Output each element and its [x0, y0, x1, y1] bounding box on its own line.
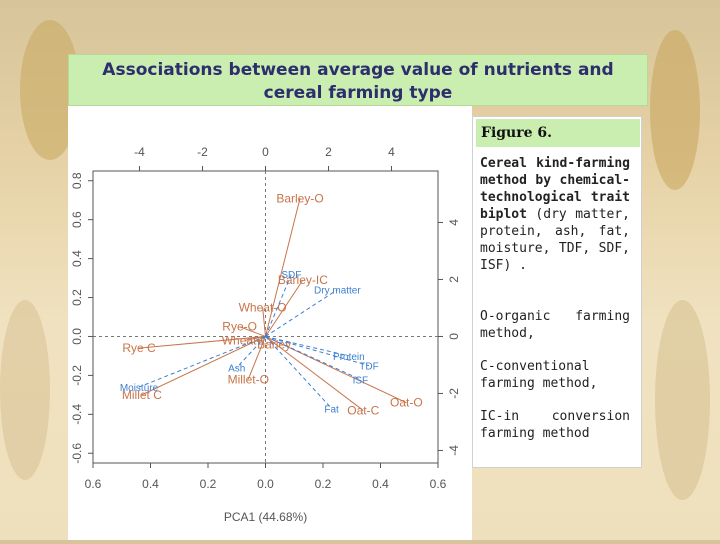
- variable-label: TDF: [359, 362, 378, 373]
- sample-label: Rye C: [122, 341, 156, 355]
- sample-vector: [245, 335, 266, 341]
- sample-label: Oat-C: [347, 403, 379, 417]
- note-conventional: C-conventional farming method,: [480, 359, 598, 391]
- y-left-tick-label: 0.8: [70, 172, 84, 189]
- variable-label: Moisture: [120, 383, 159, 394]
- y-left-tick-label: -0.2: [70, 365, 84, 386]
- sample-vector: [138, 335, 266, 349]
- title-line-2: cereal farming type: [263, 83, 453, 103]
- variable-vector: [265, 336, 361, 380]
- variable-vector: [265, 273, 292, 337]
- y-left-tick-label: 0.2: [70, 289, 84, 306]
- y-left-tick-label: -0.6: [70, 443, 84, 464]
- sample-vector: [239, 326, 266, 337]
- variable-label: Fat: [324, 404, 339, 415]
- y-left-tick-label: 0.4: [70, 250, 84, 267]
- y-right-tick-label: -2: [447, 388, 461, 399]
- x-top-tick-label: 4: [388, 145, 395, 159]
- x-bottom-tick-label: 0.0: [257, 477, 274, 491]
- sample-label: Millet C: [122, 388, 162, 402]
- x-bottom-tick-label: 0.2: [200, 477, 217, 491]
- x-bottom-tick-label: 0.6: [430, 477, 447, 491]
- caption-body: Cereal kind-farming method by chemical-t…: [480, 155, 630, 274]
- wheat-decoration: [655, 300, 710, 500]
- plot-panel: 0.6 0.4 0.2 0.0 0.2 0.4 0.6 0.8 0.6 0.4 0.2 0.0 -0.2…: [32, 106, 472, 540]
- variable-vector: [236, 336, 266, 368]
- variable-label: Protein: [333, 352, 365, 363]
- variable-vector: [265, 336, 332, 409]
- variable-vector: [265, 335, 370, 367]
- x-bottom-tick-label: 0.4: [372, 477, 389, 491]
- slide-title: Associations between average value of nu…: [68, 54, 648, 106]
- sample-label: Wheat-O: [239, 300, 287, 314]
- y-left-tick-label: 0.0: [70, 328, 84, 345]
- wheat-decoration: [650, 30, 700, 190]
- sample-vector: [265, 198, 301, 337]
- biplot-chart: 0.6 0.4 0.2 0.0 0.2 0.4 0.6 0.8 0.6 0.4 0.2 0.0 -0.2…: [32, 145, 461, 524]
- x-bottom-tick-label: 0.6: [85, 477, 102, 491]
- note-organic: O-organic farming method,: [480, 309, 630, 341]
- sample-vector: [247, 336, 266, 380]
- sample-vector: [265, 279, 304, 337]
- y-left-tick-label: -0.4: [70, 404, 84, 425]
- wheat-decoration: [0, 300, 50, 480]
- sample-label: Oat-O: [390, 396, 423, 410]
- x-top-tick-label: 0: [262, 145, 269, 159]
- figure-label: Figure 6.: [476, 119, 640, 147]
- y-right-tick-label: 4: [447, 219, 461, 226]
- x-bottom-tick-label: 0.2: [315, 477, 332, 491]
- x-axis-title: PCA1 (44.68%): [224, 510, 307, 524]
- variable-label: Dry matter: [314, 286, 361, 297]
- caption-lead: Cereal kind-farming method by chemical-t…: [480, 156, 630, 222]
- x-top-tick-label: -2: [197, 145, 208, 159]
- title-line-1: Associations between average value of nu…: [102, 60, 614, 80]
- sample-vector: [265, 336, 364, 411]
- variable-vector: [265, 289, 338, 337]
- y-right-tick-label: 0: [447, 333, 461, 340]
- note-in-conversion: IC-in conversion farming method: [480, 409, 630, 441]
- y-left-tick-label: 0.6: [70, 211, 84, 228]
- variable-vector: [265, 335, 349, 357]
- caption-rest: (dry matter, protein, ash, fat, moisture…: [480, 207, 630, 273]
- x-top-tick-label: -4: [134, 145, 145, 159]
- sample-vector: [262, 307, 266, 337]
- variable-label: SDF: [281, 270, 301, 281]
- variable-label: Ash: [228, 364, 245, 375]
- caption-panel: [472, 116, 642, 468]
- x-bottom-tick-label: 0.4: [142, 477, 159, 491]
- sample-vector: [265, 336, 407, 404]
- sample-label: Millet-O: [228, 372, 269, 386]
- variable-vector: [138, 336, 266, 388]
- sample-label: Rye-O: [222, 320, 257, 334]
- sample-vector: [141, 336, 266, 396]
- sample-label: Wheat-C: [222, 333, 270, 347]
- y-right-tick-label: 2: [447, 276, 461, 283]
- sample-label: Barley-O: [276, 191, 323, 205]
- x-top-tick-label: 2: [325, 145, 332, 159]
- variable-label: ISF: [353, 375, 369, 386]
- y-right-tick-label: -4: [447, 445, 461, 456]
